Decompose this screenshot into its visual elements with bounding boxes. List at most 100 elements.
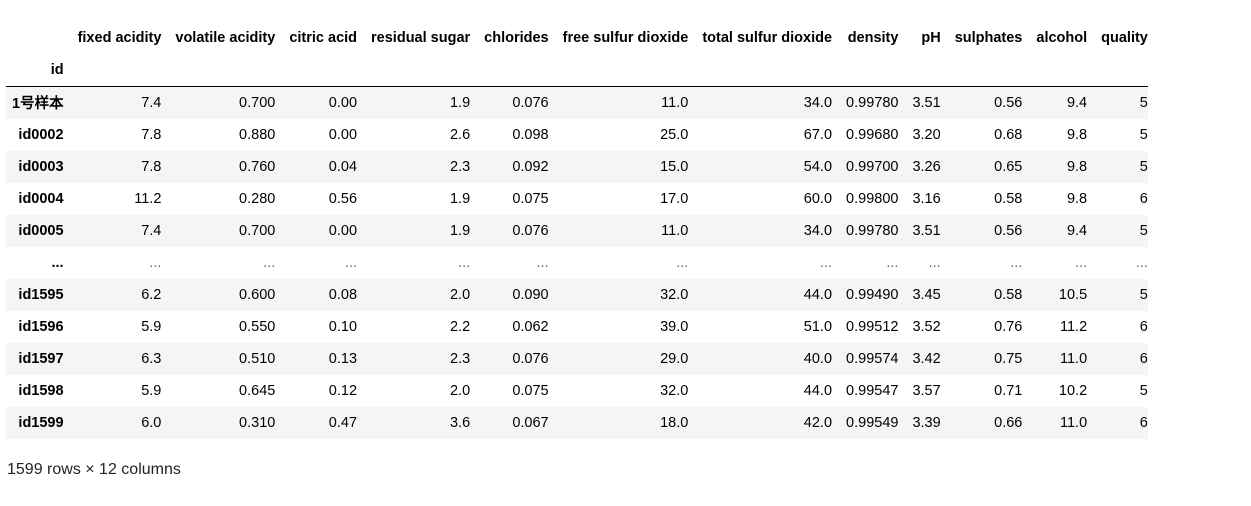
index-name-header: id [6,54,64,87]
table-cell: 32.0 [660,286,689,303]
table-cell: 51.0 [803,318,833,335]
table-row: id1598 5.9 0.645 0.12 2.0 0.075 32.0 44.0 0.9954… [6,375,1148,407]
table-cell: ... [1135,254,1148,271]
column-header-row: fixed acidity volatile acidity citric ac… [6,22,1148,54]
table-cell: 3.6 [449,414,471,431]
empty-header-cell [1087,54,1148,87]
table-cell: 6 [1139,350,1148,367]
table-cell: 3.57 [912,382,941,399]
table-cell: 0.56 [994,222,1023,239]
table-cell: 9.4 [1066,94,1088,111]
table-cell: 9.8 [1066,158,1088,175]
table-header: fixed acidity volatile acidity citric ac… [6,22,1148,87]
table-cell: ... [263,254,276,271]
table-cell: 0.56 [328,190,358,207]
table-cell: 7.4 [141,94,162,111]
table-cell: ... [928,254,941,271]
table-cell: 3.20 [912,126,941,143]
column-header: volatile acidity [175,30,276,46]
table-cell: 0.12 [328,382,358,399]
table-cell: 0.075 [512,382,549,399]
table-cell: 0.99547 [846,382,899,399]
table-cell: 0.090 [512,286,549,303]
table-cell: 3.16 [912,190,941,207]
table-cell: ... [886,254,899,271]
table-row: id0005 7.4 0.700 0.00 1.9 0.076 11.0 34.0 0.9978… [6,214,1148,247]
table-cell: 0.00 [328,222,358,239]
table-cell: 0.99780 [846,94,899,111]
table-cell: 0.550 [239,318,276,335]
table-cell: 0.71 [994,382,1023,399]
column-header: alcohol [1036,30,1088,46]
ellipsis-row: ....................................... [6,247,1148,279]
column-header: residual sugar [371,30,471,46]
table-cell: 2.2 [449,318,471,335]
table-cell: 54.0 [803,158,833,175]
table-cell: 0.076 [512,350,549,367]
table-cell: 3.26 [912,158,941,175]
table-cell: 17.0 [660,190,689,207]
table-cell: 44.0 [803,382,833,399]
table-cell: 7.8 [141,158,162,175]
table-cell: 0.47 [328,414,358,431]
table-cell: ... [536,254,549,271]
table-cell: 0.062 [512,318,549,335]
table-cell: 0.08 [328,286,358,303]
table-row: id0003 7.8 0.760 0.04 2.3 0.092 15.0 54.0 0.9970… [6,150,1148,183]
table-row: id1597 6.3 0.510 0.13 2.3 0.076 29.0 40.0 0.9957… [6,342,1148,375]
table-cell: 3.39 [912,414,941,431]
row-index-label: id1597 [18,350,64,367]
table-cell: ... [1010,254,1023,271]
column-header: sulphates [954,30,1023,46]
table-cell: 15.0 [660,158,689,175]
table-cell: 6.3 [141,350,162,367]
empty-header-cell [832,54,899,87]
table-cell: 0.280 [239,190,276,207]
table-cell: ... [819,254,833,271]
table-cell: 60.0 [803,190,833,207]
table-cell: 0.58 [994,190,1023,207]
table-cell: 0.076 [512,222,549,239]
table-cell: 9.4 [1066,222,1088,239]
row-index-label: id1598 [18,382,64,399]
table-cell: 11.2 [134,190,162,207]
column-header: quality [1101,30,1148,46]
table-cell: 25.0 [660,126,689,143]
table-cell: 3.52 [912,318,941,335]
table-cell: 2.3 [449,350,471,367]
empty-header-cell [548,54,689,87]
empty-header-cell [63,54,162,87]
table-cell: 9.8 [1066,126,1088,143]
table-cell: 7.4 [141,222,162,239]
table-cell: 0.510 [239,350,276,367]
column-header: pH [921,30,941,46]
table-cell: 10.5 [1058,286,1088,303]
table-cell: 0.700 [239,94,276,111]
dataframe-output: fixed acidity volatile acidity citric ac… [6,22,1148,439]
column-header: chlorides [484,30,549,46]
table-cell: 0.067 [512,414,549,431]
table-cell: 0.00 [328,126,358,143]
table-cell: 32.0 [660,382,689,399]
table-row: id1596 5.9 0.550 0.10 2.2 0.062 39.0 51.0 0.9951… [6,311,1147,343]
table-row: id0004 11.2 0.280 0.56 1.9 0.075 17.0 60.0 0.998… [6,183,1147,215]
row-index-label: ... [51,254,64,271]
table-cell: 0.99700 [846,158,899,175]
table-cell: 9.8 [1066,190,1088,207]
index-name-row: id [6,54,1148,87]
table-row: id1599 6.0 0.310 0.47 3.6 0.067 18.0 42.0 0.9954… [6,406,1148,439]
table-cell: 44.0 [803,286,833,303]
table-row: id1595 6.2 0.600 0.08 2.0 0.090 32.0 44.0 0.9949… [6,278,1148,311]
empty-header-cell [940,54,1023,87]
table-cell: 3.42 [912,350,941,367]
table-cell: ... [344,254,358,271]
table-cell: 5 [1139,382,1148,399]
table-cell: 34.0 [803,94,833,111]
table-cell: 5 [1139,126,1148,143]
table-cell: 0.310 [239,414,276,431]
table-cell: 10.2 [1058,382,1088,399]
table-cell: 0.99780 [846,222,899,239]
table-cell: 0.760 [239,158,276,175]
dataframe-table: fixed acidity volatile acidity citric ac… [6,22,1148,439]
table-cell: 2.0 [449,286,471,303]
